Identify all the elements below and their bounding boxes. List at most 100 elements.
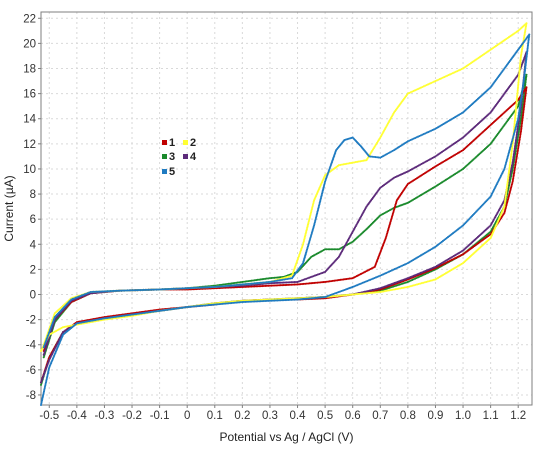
series-3-point xyxy=(520,109,523,112)
series-5-point xyxy=(136,289,139,292)
series-3-point xyxy=(520,112,523,116)
series-2-point xyxy=(376,291,379,294)
series-5-point xyxy=(218,303,221,306)
series-1-point xyxy=(522,112,525,116)
y-tick-label: -4 xyxy=(26,340,37,352)
series-5-point xyxy=(247,300,250,303)
series-5-point xyxy=(267,299,270,302)
series-4-point xyxy=(517,123,520,127)
x-tick-label: -0.2 xyxy=(122,410,142,422)
series-5-point xyxy=(95,290,98,293)
series-5-point xyxy=(169,308,172,311)
series-3-point xyxy=(39,383,43,386)
series-5-point xyxy=(155,310,158,313)
series-5-point xyxy=(123,314,126,317)
series-1-point xyxy=(514,163,517,166)
series-5-point xyxy=(368,155,371,158)
series-2-point xyxy=(340,294,344,297)
series-3-point xyxy=(336,248,339,251)
y-tick-label: 10 xyxy=(23,164,36,176)
series-5-point xyxy=(126,289,129,292)
series-5-point xyxy=(276,299,279,302)
x-tick-label: 0.6 xyxy=(345,410,361,422)
series-5-point xyxy=(236,301,239,304)
series-1-point xyxy=(265,284,268,287)
series-5-point xyxy=(181,306,184,309)
series-3-point xyxy=(521,108,524,111)
legend-item-2: 2 xyxy=(183,137,196,149)
series-5-point xyxy=(523,76,526,80)
series-2-point xyxy=(336,294,339,297)
series-2-point xyxy=(510,150,513,153)
series-1-point xyxy=(291,283,294,286)
x-tick-label: 0.8 xyxy=(400,410,416,422)
series-5-point xyxy=(285,298,288,302)
series-3-point xyxy=(519,117,523,120)
series-3-point xyxy=(221,283,224,286)
series-1-point xyxy=(513,169,516,172)
legend-label: 2 xyxy=(190,137,196,149)
series-5-point xyxy=(225,284,229,287)
series-1-point xyxy=(281,284,284,287)
series-5-point xyxy=(164,308,167,312)
series-5-point xyxy=(156,288,160,291)
series-5-point xyxy=(213,285,216,289)
series-5-point xyxy=(262,281,265,284)
series-1-point xyxy=(299,283,302,286)
series-5-point xyxy=(173,307,176,310)
series-2-point xyxy=(519,58,522,61)
series-2-point xyxy=(506,180,509,183)
series-2-point xyxy=(508,167,511,170)
series-5-point xyxy=(127,313,131,317)
series-3-point xyxy=(525,73,528,76)
series-1-point xyxy=(325,280,328,283)
series-1-point xyxy=(518,141,521,144)
series-1-point xyxy=(270,284,273,287)
series-5-point xyxy=(528,35,531,38)
series-5-point xyxy=(144,311,147,314)
series-3-point xyxy=(524,80,527,83)
series-5-point xyxy=(196,305,199,308)
series-3-point xyxy=(522,95,525,98)
series-1-point xyxy=(513,166,517,169)
series-1-point xyxy=(261,285,264,288)
series-5-point xyxy=(523,69,527,72)
series-4-point xyxy=(516,130,519,133)
series-5-point xyxy=(245,282,249,286)
series-5-point xyxy=(134,289,137,292)
x-tick-label: -0.4 xyxy=(67,410,87,422)
series-5-point xyxy=(227,302,230,305)
series-2-point xyxy=(520,51,523,54)
series-2-point xyxy=(514,109,517,112)
series-1-point xyxy=(520,127,523,130)
series-3-point xyxy=(520,116,523,119)
series-2-point xyxy=(514,114,517,117)
series-2-point xyxy=(505,193,508,196)
series-5-point xyxy=(126,314,129,317)
series-5-point xyxy=(250,300,253,303)
series-5-point xyxy=(39,403,43,407)
series-3-point xyxy=(233,281,236,285)
series-2-point xyxy=(517,78,520,81)
series-4-point xyxy=(514,141,517,144)
series-1-point xyxy=(524,92,527,95)
legend-item-1: 1 xyxy=(162,137,175,149)
series-3-point xyxy=(227,282,230,285)
series-5-point xyxy=(244,300,247,303)
series-5-point xyxy=(195,286,198,289)
series-5-point xyxy=(239,301,242,304)
series-5-point xyxy=(192,305,195,308)
series-2-point xyxy=(506,178,509,181)
series-4-point xyxy=(271,282,275,285)
series-1-point xyxy=(517,142,520,145)
series-1-point xyxy=(250,285,253,288)
series-1-point xyxy=(337,279,340,282)
series-5-point xyxy=(117,289,120,292)
series-1-point xyxy=(288,283,291,286)
series-5-point xyxy=(252,282,255,285)
series-5-point xyxy=(118,289,121,292)
series-2-point xyxy=(342,294,345,297)
series-2-point xyxy=(519,64,522,67)
series-5-point xyxy=(278,279,281,282)
y-tick-label: 22 xyxy=(23,13,36,25)
